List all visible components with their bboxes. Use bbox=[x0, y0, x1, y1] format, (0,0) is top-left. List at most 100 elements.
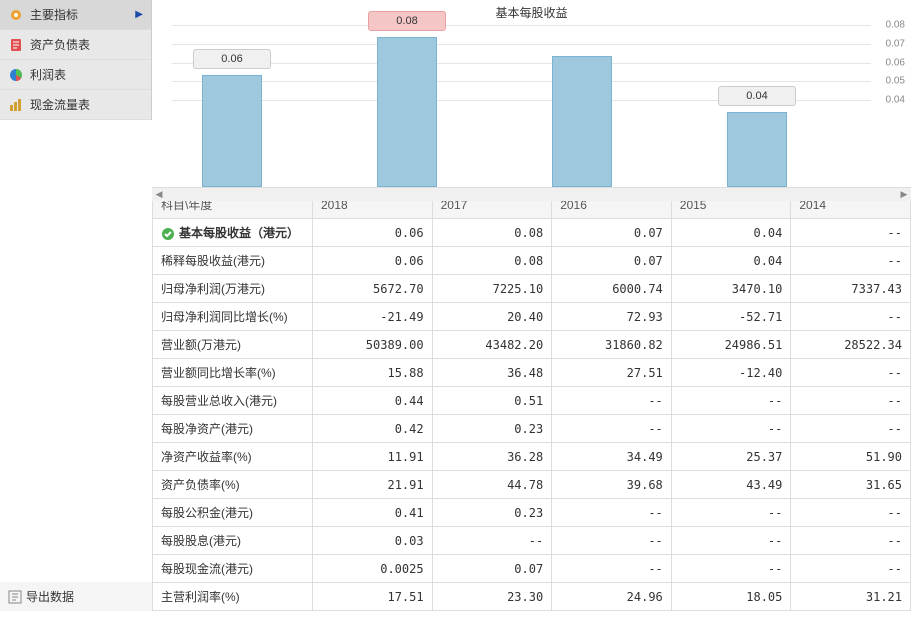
cell-value: 7225.10 bbox=[432, 275, 552, 303]
cell-value: 0.0025 bbox=[313, 555, 433, 583]
cell-value: 0.04 bbox=[671, 219, 791, 247]
bar-2016[interactable] bbox=[552, 56, 612, 187]
sidebar: 主要指标▶ 资产负债表利润表现金流量表 bbox=[0, 0, 152, 120]
cell-value: -12.40 bbox=[671, 359, 791, 387]
table-row[interactable]: 每股现金流(港元)0.00250.07------ bbox=[153, 555, 911, 583]
row-label: 净资产收益率(%) bbox=[153, 443, 313, 471]
table-row[interactable]: 营业额同比增长率(%)15.8836.4827.51-12.40-- bbox=[153, 359, 911, 387]
export-icon bbox=[8, 590, 22, 604]
bars-icon bbox=[8, 97, 24, 113]
sidebar-item-label: 主要指标 bbox=[30, 6, 78, 23]
sidebar-item-label: 资产负债表 bbox=[30, 36, 90, 53]
cell-value: 0.07 bbox=[552, 247, 672, 275]
cell-value: 51.90 bbox=[791, 443, 911, 471]
cell-value: -- bbox=[791, 415, 911, 443]
bar-2017[interactable] bbox=[377, 37, 437, 187]
cell-value: 0.08 bbox=[432, 247, 552, 275]
table-row[interactable]: 稀释每股收益(港元)0.060.080.070.04-- bbox=[153, 247, 911, 275]
cell-value: 23.30 bbox=[432, 583, 552, 611]
row-label: 营业额(万港元) bbox=[153, 331, 313, 359]
row-label: 基本每股收益（港元） bbox=[153, 219, 313, 247]
cell-value: 0.06 bbox=[313, 219, 433, 247]
check-icon bbox=[161, 227, 175, 241]
main-area: 基本每股收益 0.040.050.060.070.080.060.080.04 … bbox=[152, 0, 911, 611]
cell-value: 15.88 bbox=[313, 359, 433, 387]
cell-value: -- bbox=[552, 387, 672, 415]
table-row[interactable]: 资产负债率(%)21.9144.7839.6843.4931.65 bbox=[153, 471, 911, 499]
y-tick-label: 0.05 bbox=[886, 76, 905, 87]
cell-value: 31.21 bbox=[791, 583, 911, 611]
pie-icon bbox=[8, 67, 24, 83]
row-label: 营业额同比增长率(%) bbox=[153, 359, 313, 387]
cell-value: 18.05 bbox=[671, 583, 791, 611]
cell-value: 17.51 bbox=[313, 583, 433, 611]
cell-value: -- bbox=[791, 555, 911, 583]
cell-value: -- bbox=[791, 527, 911, 555]
cell-value: -- bbox=[671, 527, 791, 555]
cell-value: 50389.00 bbox=[313, 331, 433, 359]
sidebar-item-label: 现金流量表 bbox=[30, 96, 90, 113]
sidebar-item-2[interactable]: 利润表 bbox=[0, 60, 151, 90]
bar-label-2018: 0.06 bbox=[193, 49, 271, 69]
cell-value: 0.42 bbox=[313, 415, 433, 443]
scroll-left-icon[interactable]: ◀ bbox=[152, 188, 166, 202]
bar-2015[interactable] bbox=[727, 112, 787, 187]
cell-value: 0.51 bbox=[432, 387, 552, 415]
cell-value: -- bbox=[552, 415, 672, 443]
bar-2018[interactable] bbox=[202, 75, 262, 188]
table-row[interactable]: 主营利润率(%)17.5123.3024.9618.0531.21 bbox=[153, 583, 911, 611]
table-row[interactable]: 每股营业总收入(港元)0.440.51------ bbox=[153, 387, 911, 415]
export-data-button[interactable]: 导出数据 bbox=[0, 582, 152, 611]
row-label: 稀释每股收益(港元) bbox=[153, 247, 313, 275]
cell-value: 0.23 bbox=[432, 499, 552, 527]
cell-value: 39.68 bbox=[552, 471, 672, 499]
table-row[interactable]: 每股股息(港元)0.03-------- bbox=[153, 527, 911, 555]
cell-value: 5672.70 bbox=[313, 275, 433, 303]
cell-value: -- bbox=[432, 527, 552, 555]
gear-icon bbox=[8, 7, 24, 23]
cell-value: -- bbox=[552, 527, 672, 555]
y-tick-label: 0.07 bbox=[886, 38, 905, 49]
cell-value: -- bbox=[791, 219, 911, 247]
row-label: 每股现金流(港元) bbox=[153, 555, 313, 583]
cell-value: 24986.51 bbox=[671, 331, 791, 359]
table-row[interactable]: 净资产收益率(%)11.9136.2834.4925.3751.90 bbox=[153, 443, 911, 471]
left-column: 主要指标▶ 资产负债表利润表现金流量表 导出数据 bbox=[0, 0, 152, 611]
table-row[interactable]: 基本每股收益（港元）0.060.080.070.04-- bbox=[153, 219, 911, 247]
table-row[interactable]: 每股净资产(港元)0.420.23------ bbox=[153, 415, 911, 443]
cell-value: -- bbox=[791, 247, 911, 275]
cell-value: 27.51 bbox=[552, 359, 672, 387]
cell-value: 7337.43 bbox=[791, 275, 911, 303]
cell-value: 34.49 bbox=[552, 443, 672, 471]
cell-value: -21.49 bbox=[313, 303, 433, 331]
sidebar-item-1[interactable]: 资产负债表 bbox=[0, 30, 151, 60]
cell-value: 3470.10 bbox=[671, 275, 791, 303]
sidebar-item-0[interactable]: 主要指标▶ bbox=[0, 0, 151, 30]
table-row[interactable]: 归母净利润同比增长(%)-21.4920.4072.93-52.71-- bbox=[153, 303, 911, 331]
cell-value: -- bbox=[671, 387, 791, 415]
cell-value: -- bbox=[552, 499, 672, 527]
row-label: 归母净利润(万港元) bbox=[153, 275, 313, 303]
doc-icon bbox=[8, 37, 24, 53]
app-root: 主要指标▶资产负债表利润表现金流量表 导出数据 基本每股收益 0.040.050… bbox=[0, 0, 911, 611]
cell-value: 31860.82 bbox=[552, 331, 672, 359]
cell-value: -- bbox=[791, 387, 911, 415]
table-row[interactable]: 归母净利润(万港元)5672.707225.106000.743470.1073… bbox=[153, 275, 911, 303]
cell-value: 44.78 bbox=[432, 471, 552, 499]
sidebar-item-3[interactable]: 现金流量表 bbox=[0, 90, 151, 120]
cell-value: 0.23 bbox=[432, 415, 552, 443]
chart-scrollbar[interactable]: ◀ ▶ bbox=[152, 187, 911, 201]
cell-value: 11.91 bbox=[313, 443, 433, 471]
cell-value: -- bbox=[671, 499, 791, 527]
sidebar-item-label: 利润表 bbox=[30, 66, 66, 83]
cell-value: -- bbox=[791, 303, 911, 331]
cell-value: -- bbox=[671, 555, 791, 583]
row-label: 主营利润率(%) bbox=[153, 583, 313, 611]
table-row[interactable]: 每股公积金(港元)0.410.23------ bbox=[153, 499, 911, 527]
table-row[interactable]: 营业额(万港元)50389.0043482.2031860.8224986.51… bbox=[153, 331, 911, 359]
export-label: 导出数据 bbox=[26, 588, 74, 605]
scroll-right-icon[interactable]: ▶ bbox=[897, 188, 911, 202]
cell-value: 0.44 bbox=[313, 387, 433, 415]
chart-body: 0.040.050.060.070.080.060.080.04 bbox=[172, 25, 871, 187]
cell-value: 72.93 bbox=[552, 303, 672, 331]
